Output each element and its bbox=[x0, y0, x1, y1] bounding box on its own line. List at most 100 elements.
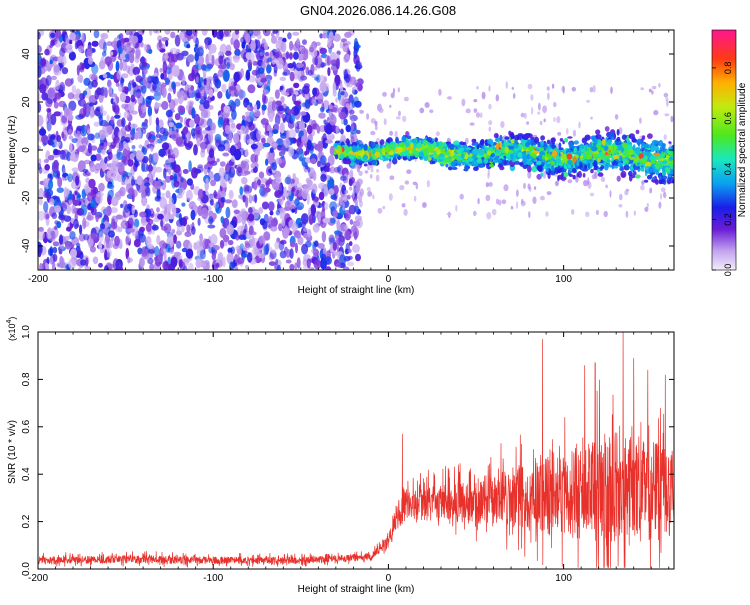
spectrogram-noise-cell bbox=[79, 93, 85, 100]
spectrogram-faint-cell bbox=[585, 211, 590, 218]
spectrogram-noise-cell bbox=[150, 145, 154, 152]
spectrogram-signal-cell bbox=[471, 138, 476, 143]
spectrogram-noise-cell bbox=[318, 191, 325, 201]
spectrogram-signal-cell bbox=[536, 146, 539, 151]
spectrogram-noise-cell bbox=[67, 173, 73, 183]
spectrogram-noise-cell bbox=[65, 37, 70, 46]
spectrogram-noise-cell bbox=[80, 204, 88, 216]
spectrogram-noise-cell bbox=[247, 84, 256, 94]
spectrogram-signal-cell bbox=[595, 134, 602, 140]
spectrogram-noise-cell bbox=[253, 246, 258, 256]
spectrogram-faint-cell bbox=[619, 193, 623, 201]
spectrogram-signal-cell bbox=[601, 154, 606, 158]
spectrogram-signal-cell bbox=[476, 158, 483, 164]
spectrogram-faint-cell bbox=[590, 116, 593, 120]
spectrogram-noise-cell bbox=[140, 85, 147, 94]
spectrogram-noise-cell bbox=[182, 169, 189, 174]
spectrogram-noise-cell bbox=[109, 207, 118, 214]
spectrogram-noise-cell bbox=[200, 141, 206, 153]
spectrogram-signal-cell bbox=[451, 166, 458, 170]
spectrogram-faint-cell bbox=[491, 208, 497, 216]
spectrogram-noise-cell bbox=[38, 198, 43, 206]
spectrogram-faint-cell bbox=[641, 180, 645, 185]
spectrogram-noise-cell bbox=[228, 86, 237, 97]
spectrogram-noise-cell bbox=[323, 167, 332, 173]
spectrogram-noise-cell bbox=[170, 53, 179, 63]
spectrogram-noise-cell bbox=[98, 262, 103, 268]
spectrogram-signal-cell bbox=[597, 169, 601, 173]
spectrogram-noise-cell bbox=[285, 112, 292, 123]
spectrogram-noise-cell bbox=[179, 261, 186, 270]
spectrogram-noise-cell bbox=[233, 81, 237, 87]
spectrogram-signal-cell bbox=[576, 172, 580, 177]
spectrogram-noise-cell bbox=[234, 265, 239, 270]
spectrogram-noise-cell bbox=[146, 164, 154, 172]
spectrogram-noise-cell bbox=[38, 166, 43, 174]
spectrogram-faint-cell bbox=[567, 179, 573, 184]
spectrogram-noise-cell bbox=[294, 182, 303, 191]
spectrogram-noise-cell bbox=[288, 146, 295, 157]
spectrogram-faint-cell bbox=[498, 199, 502, 206]
spectrogram-noise-cell bbox=[110, 116, 115, 125]
spectrogram-noise-cell bbox=[58, 214, 66, 221]
spectrogram-noise-cell bbox=[312, 223, 320, 233]
spectrogram-noise-cell bbox=[288, 184, 293, 191]
spectrogram-noise-cell bbox=[257, 179, 261, 186]
spectrogram-noise-cell bbox=[322, 32, 329, 39]
spectrogram-noise-cell bbox=[140, 41, 144, 48]
spectrogram-noise-cell bbox=[109, 93, 118, 98]
spectrogram-noise-cell bbox=[253, 103, 258, 113]
spectrogram-noise-cell bbox=[191, 107, 196, 119]
spectrogram-noise-cell bbox=[243, 184, 250, 194]
spectrogram-signal-cell bbox=[335, 140, 341, 144]
spectrogram-signal-cell bbox=[612, 161, 619, 166]
spectrogram-noise-cell bbox=[221, 83, 227, 93]
spectrogram-noise-cell bbox=[138, 144, 143, 149]
spectrogram-noise-cell bbox=[230, 37, 234, 46]
spectrogram-signal-cell bbox=[659, 158, 665, 162]
spectrogram-noise-cell bbox=[256, 129, 262, 141]
spectrogram-faint-cell bbox=[603, 210, 608, 218]
spectrogram-noise-cell bbox=[164, 175, 172, 183]
spectrogram-signal-cell bbox=[668, 141, 672, 144]
spectrogram-noise-cell bbox=[50, 32, 56, 39]
spectrogram-noise-cell bbox=[156, 188, 161, 200]
spectrogram-noise-cell bbox=[132, 66, 141, 76]
spectrogram-noise-cell bbox=[58, 100, 66, 108]
spectrogram-noise-cell bbox=[186, 224, 191, 233]
spectrogram-faint-cell bbox=[435, 131, 440, 137]
spectrogram-noise-cell bbox=[181, 247, 188, 253]
spectrogram-noise-cell bbox=[158, 119, 164, 130]
spectrogram-noise-cell bbox=[248, 194, 253, 204]
spectrogram-noise-cell bbox=[183, 216, 189, 221]
spectrogram-noise-cell bbox=[243, 191, 251, 197]
spectrogram-noise-cell bbox=[325, 162, 331, 168]
spectrogram-noise-cell bbox=[106, 114, 110, 122]
spectrogram-faint-cell bbox=[639, 117, 642, 124]
spectrogram-noise-cell bbox=[267, 153, 274, 165]
spectrogram-signal-cell bbox=[540, 172, 544, 177]
spectrogram-noise-cell bbox=[234, 98, 241, 107]
spectrogram-signal-cell bbox=[508, 145, 515, 150]
spectrogram-noise-cell bbox=[280, 96, 285, 103]
spectrogram-noise-cell bbox=[204, 65, 212, 72]
spectrogram-noise-cell bbox=[185, 189, 193, 201]
spectrogram-noise-cell bbox=[173, 251, 182, 257]
spectrogram-noise-cell bbox=[346, 261, 355, 267]
spectrogram-noise-cell bbox=[175, 122, 183, 129]
spectrogram-noise-cell bbox=[246, 104, 251, 111]
spectrogram-signal-cell bbox=[405, 131, 409, 137]
spectrogram-noise-cell bbox=[293, 82, 300, 89]
spectrogram-noise-cell bbox=[146, 186, 150, 197]
spectrogram-noise-cell bbox=[98, 129, 106, 140]
spectrogram-noise-cell bbox=[47, 155, 55, 161]
spectrogram-noise-cell bbox=[129, 51, 135, 64]
figure-title: GN04.2026.086.14.26.G08 bbox=[300, 3, 456, 18]
spectrogram-faint-cell bbox=[566, 128, 569, 135]
spectrogram-signal-cell bbox=[651, 179, 654, 182]
spectrogram-signal-cell bbox=[536, 173, 542, 180]
spectrogram-signal-cell bbox=[432, 142, 437, 149]
spectrogram-faint-cell bbox=[377, 207, 383, 214]
spectrogram-faint-cell bbox=[481, 91, 486, 100]
spectrogram-noise-cell bbox=[127, 158, 134, 167]
